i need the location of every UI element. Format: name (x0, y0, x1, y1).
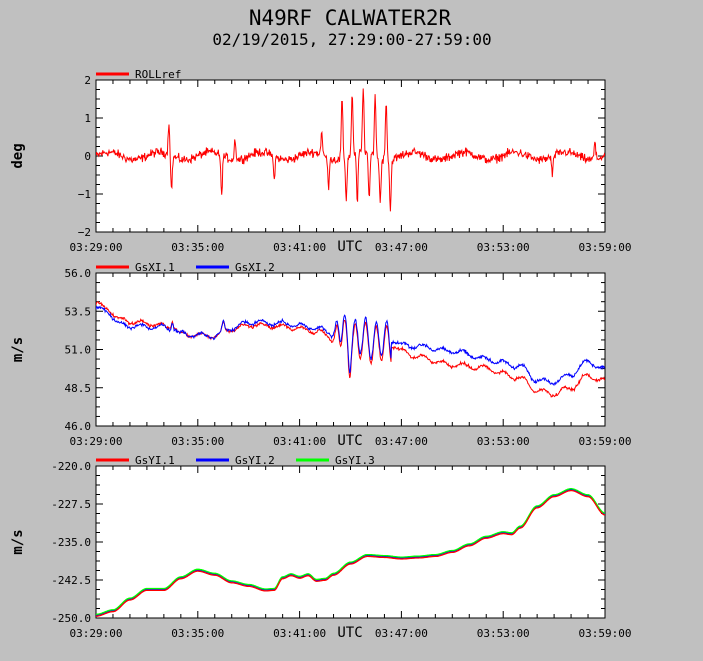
y-tick-label: -242.5 (51, 574, 91, 587)
chart-title: N49RF CALWATER2R (249, 6, 452, 30)
x-tick-label: 03:41:00 (273, 627, 326, 640)
legend-label: GsYI.3 (335, 454, 375, 467)
series-line-GsYI.2 (96, 488, 605, 616)
y-axis-label: deg (10, 143, 26, 168)
y-tick-label: 1 (84, 112, 91, 125)
x-tick-label: 03:41:00 (273, 241, 326, 254)
x-axis-label: UTC (337, 625, 362, 641)
y-tick-label: 0 (84, 150, 91, 163)
x-tick-label: 03:53:00 (477, 435, 530, 448)
x-tick-label: 03:47:00 (375, 435, 428, 448)
x-axis-label: UTC (337, 433, 362, 449)
x-tick-label: 03:41:00 (273, 435, 326, 448)
chart-panel-1: 2 1 0 −1 −2 03:29:00 03:35:00 03:41:00 03:47:00 0… (10, 68, 631, 255)
y-tick-label: 48.5 (65, 382, 92, 395)
x-tick-label: 03:29:00 (70, 627, 123, 640)
legend-label: GsYI.1 (135, 454, 175, 467)
x-tick-label: 03:59:00 (579, 627, 632, 640)
y-tick-label: -220.0 (51, 460, 91, 473)
x-tick-label: 03:35:00 (171, 435, 224, 448)
x-tick-label: 03:35:00 (171, 241, 224, 254)
y-tick-label: 56.0 (65, 267, 92, 280)
y-tick-label: −1 (78, 188, 91, 201)
series-line-GsXI.2 (96, 305, 605, 387)
x-axis-label: UTC (337, 239, 362, 255)
plot-area (95, 465, 606, 619)
x-tick-label: 03:53:00 (477, 241, 530, 254)
x-tick-label: 03:29:00 (70, 241, 123, 254)
x-tick-label: 03:59:00 (579, 241, 632, 254)
x-tick-label: 03:35:00 (171, 627, 224, 640)
y-tick-label: 51.0 (65, 344, 92, 357)
series-line-GsYI.3 (96, 488, 605, 616)
x-tick-label: 03:59:00 (579, 435, 632, 448)
x-tick-label: 03:47:00 (375, 241, 428, 254)
y-tick-label: -227.5 (51, 498, 91, 511)
chart-subtitle: 02/19/2015, 27:29:00-27:59:00 (212, 30, 491, 49)
legend-label: GsXI.1 (135, 261, 175, 274)
series-line-ROLLref (96, 88, 605, 212)
legend-label: ROLLref (135, 68, 181, 81)
x-tick-label: 03:47:00 (375, 627, 428, 640)
y-tick-label: 46.0 (65, 420, 92, 433)
chart-panel-2: 56.0 53.5 51.0 48.5 46.0 03:29:00 03:35:00 03:4… (10, 261, 631, 449)
y-tick-label: −2 (78, 226, 91, 239)
plot-area (95, 79, 606, 233)
legend-label: GsYI.2 (235, 454, 275, 467)
y-tick-label: 53.5 (65, 305, 92, 318)
y-tick-label: 2 (84, 74, 91, 87)
chart-panel-3: -220.0 -227.5 -235.0 -242.5 -250.0 03:29:00 03… (10, 454, 631, 641)
y-tick-label: -250.0 (51, 612, 91, 625)
x-tick-label: 03:29:00 (70, 435, 123, 448)
y-axis-label: m/s (10, 529, 26, 554)
x-tick-label: 03:53:00 (477, 627, 530, 640)
y-axis-label: m/s (10, 337, 26, 362)
y-tick-label: -235.0 (51, 536, 91, 549)
plot-area (95, 272, 606, 427)
legend-label: GsXI.2 (235, 261, 275, 274)
series-line-GsYI.1 (96, 489, 605, 617)
